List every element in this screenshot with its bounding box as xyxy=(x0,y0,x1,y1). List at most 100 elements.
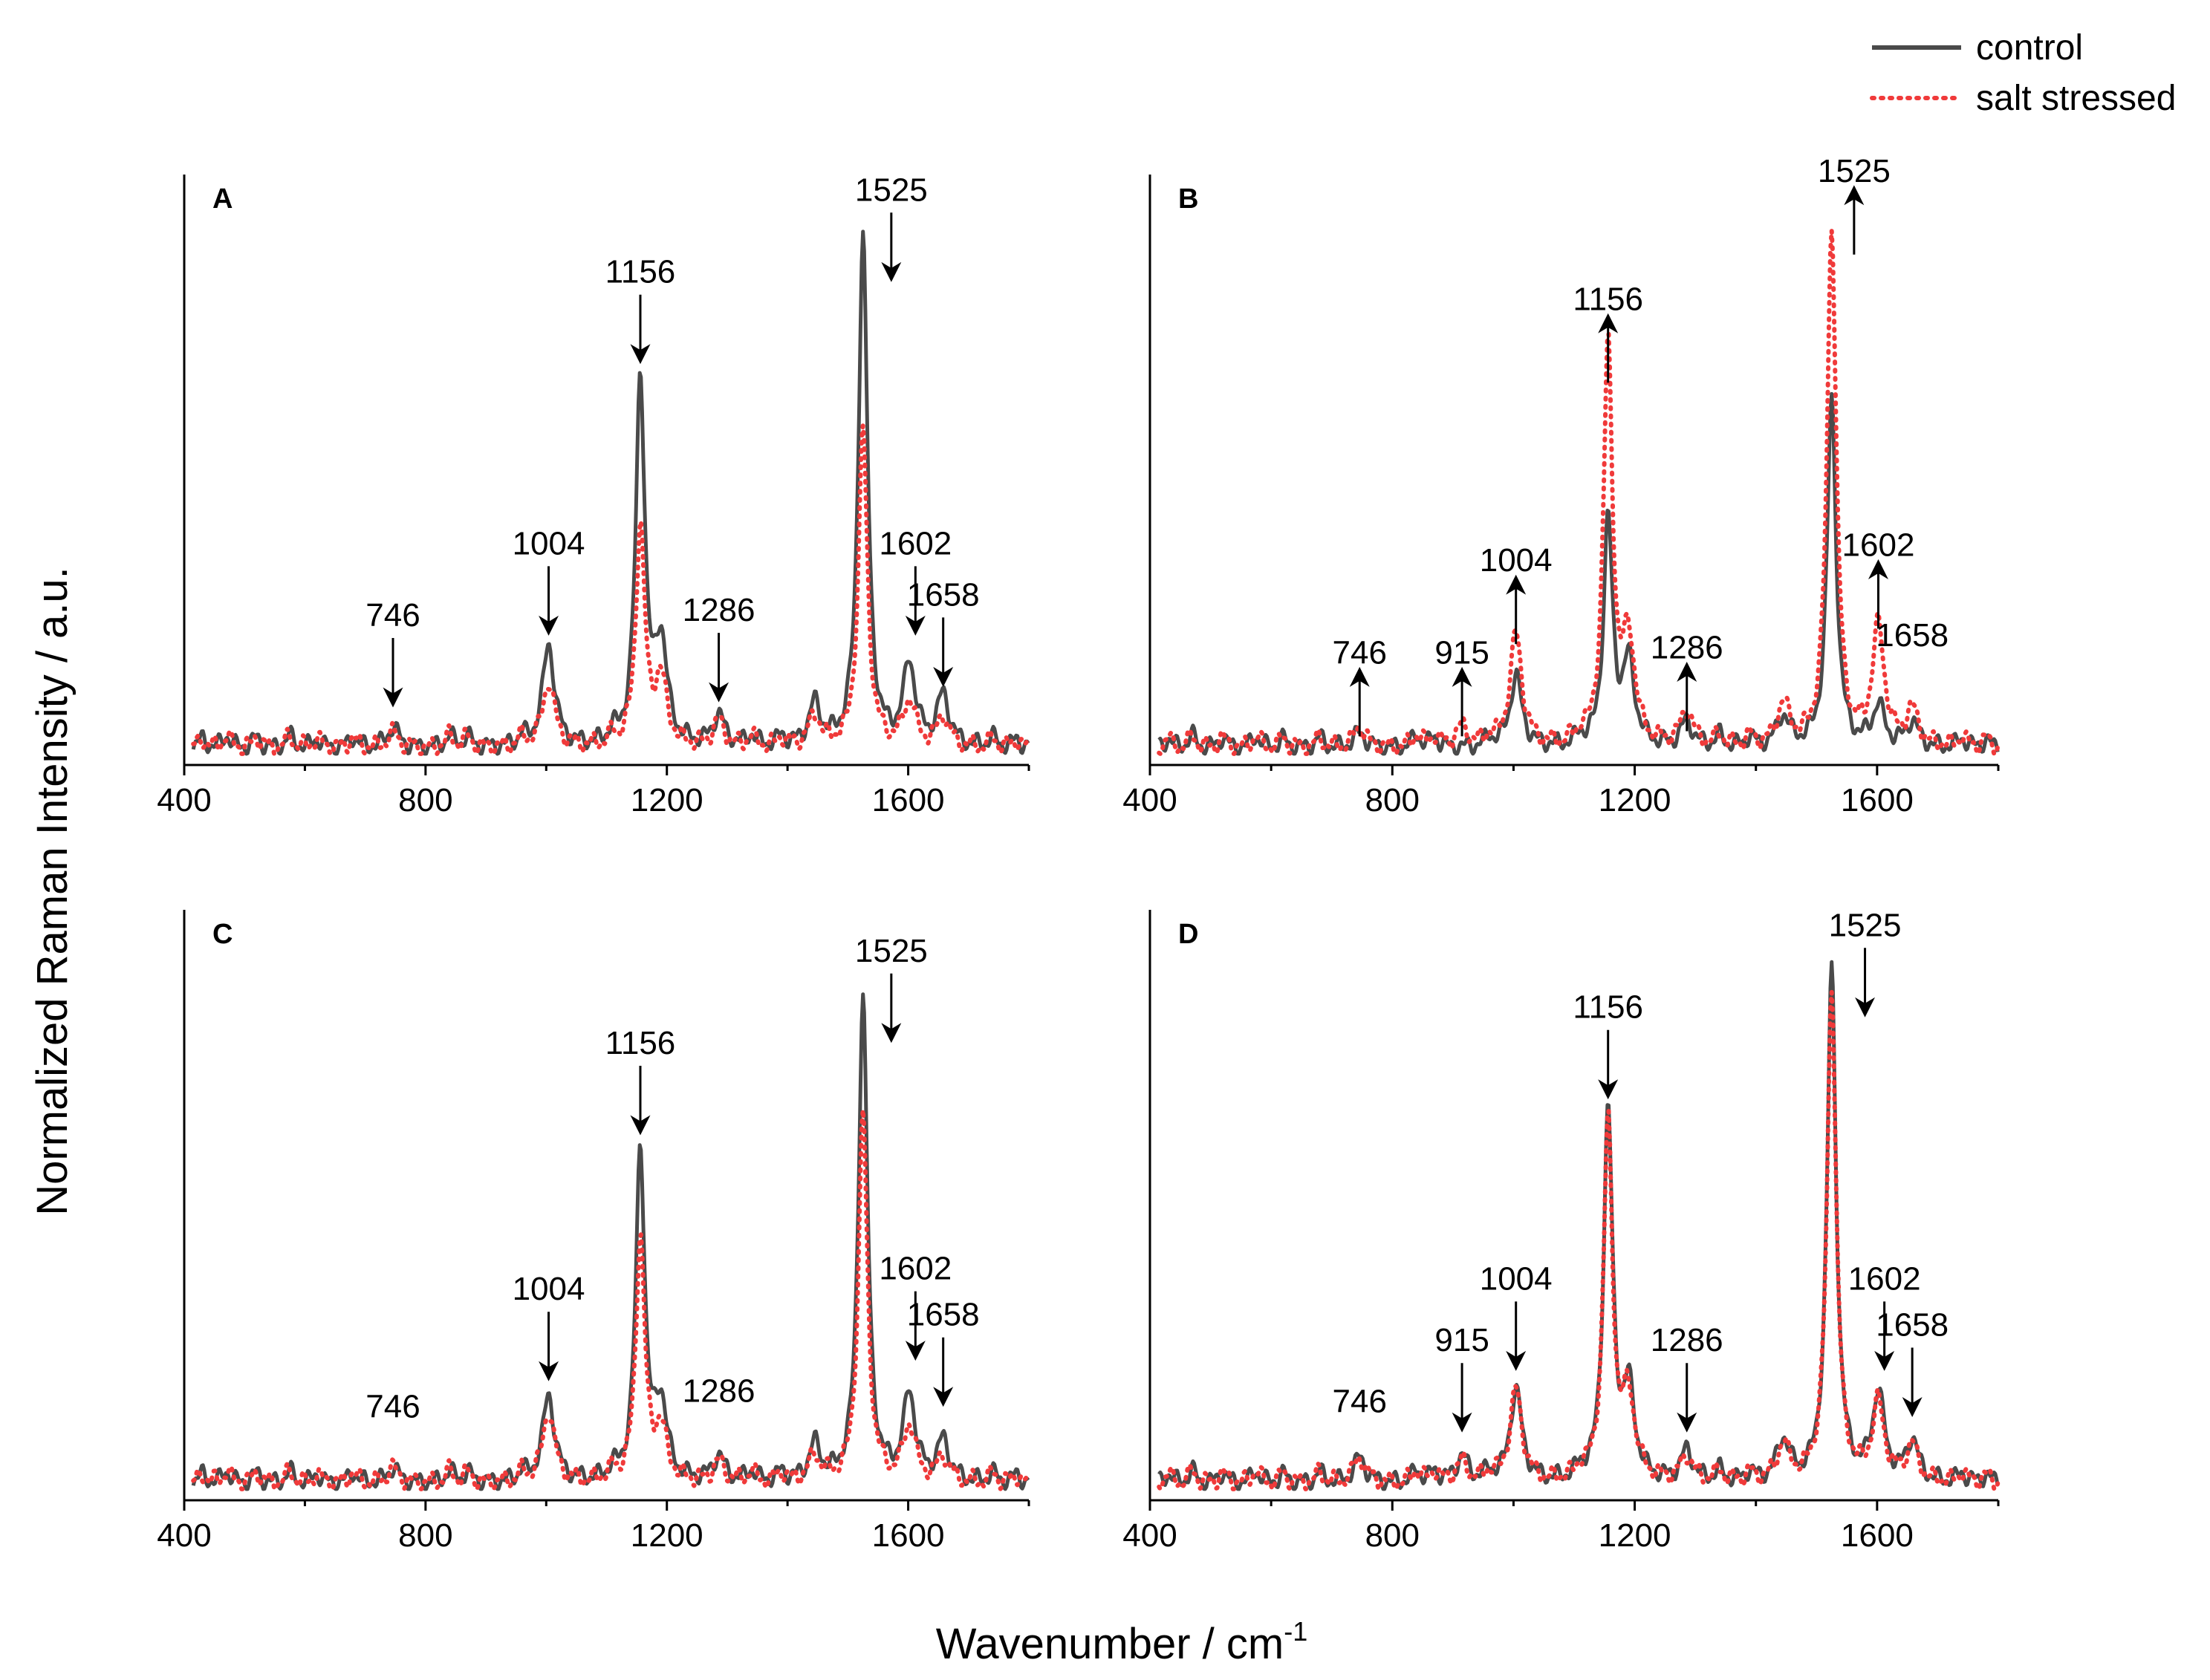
peak-annotation-1658: 1658 xyxy=(1876,1307,1949,1417)
x-tick-label: 400 xyxy=(157,1517,211,1554)
series-line-salt-stressed xyxy=(191,423,1031,756)
peak-annotation-1525: 1525 xyxy=(855,172,928,282)
peak-annotation-1286: 1286 xyxy=(683,592,755,703)
peak-label: 915 xyxy=(1434,634,1489,671)
peak-label: 1602 xyxy=(879,525,952,561)
panel-letter: A xyxy=(212,183,233,215)
peak-label: 1658 xyxy=(907,1297,980,1333)
peak-label: 1286 xyxy=(683,1373,755,1410)
panel-d: 400 800 1200 1600 D 746 915 1004 1156 1286 1525 160… xyxy=(1122,907,2001,1554)
peak-label: 1286 xyxy=(1651,630,1723,666)
peak-label: 1602 xyxy=(1842,527,1915,564)
x-axis-title-superscript: -1 xyxy=(1284,1616,1307,1647)
x-axis-title-main: Wavenumber / cm xyxy=(936,1620,1284,1668)
x-tick-label: 800 xyxy=(398,782,452,818)
peak-label: 1156 xyxy=(1573,281,1643,317)
x-tick-label: 1600 xyxy=(1841,1517,1914,1554)
peak-annotation-1525: 1525 xyxy=(1818,153,1891,255)
peak-annotation-746: 746 xyxy=(1333,1383,1387,1419)
series-line-salt-stressed xyxy=(191,1107,1031,1491)
peak-label: 1525 xyxy=(1829,907,1902,943)
peak-label: 746 xyxy=(365,597,420,634)
x-tick-label: 400 xyxy=(1122,1517,1177,1554)
series-line-control xyxy=(191,992,1030,1491)
peak-label: 1156 xyxy=(605,254,676,290)
x-tick-label: 1600 xyxy=(1841,782,1914,818)
panel-letter: D xyxy=(1178,919,1198,950)
legend-label-control: control xyxy=(1976,28,2083,68)
peak-annotation-1156: 1156 xyxy=(1573,989,1643,1100)
peak-label: 746 xyxy=(1333,634,1387,671)
peak-label: 746 xyxy=(365,1388,420,1425)
series-line-control xyxy=(1157,391,2000,756)
peak-label: 1658 xyxy=(1876,1307,1949,1344)
legend-label-salt-stressed: salt stressed xyxy=(1976,79,2176,118)
peak-label: 1004 xyxy=(1480,542,1553,579)
peak-annotation-1004: 1004 xyxy=(513,525,585,636)
x-tick-label: 800 xyxy=(1365,1517,1420,1554)
peak-annotation-1004: 1004 xyxy=(1480,542,1553,645)
peak-label: 1004 xyxy=(513,1271,585,1307)
peak-annotation-1004: 1004 xyxy=(513,1271,585,1381)
x-tick-label: 1600 xyxy=(872,782,945,818)
x-axis-title: Wavenumber / cm-1 xyxy=(936,1616,1307,1668)
x-tick-label: 800 xyxy=(1365,782,1420,818)
y-axis-title: Normalized Raman Intensity / a.u. xyxy=(28,567,77,1216)
x-tick-label: 800 xyxy=(398,1517,452,1554)
series-line-control xyxy=(1157,960,2000,1491)
peak-annotation-1525: 1525 xyxy=(1829,907,1902,1018)
peak-label: 1156 xyxy=(1573,989,1643,1026)
peak-annotation-1286: 1286 xyxy=(1651,1322,1723,1433)
peak-label: 1004 xyxy=(1480,1260,1553,1297)
peak-annotation-746: 746 xyxy=(365,597,420,708)
peak-annotation-1602: 1602 xyxy=(879,525,952,636)
peak-annotation-746: 746 xyxy=(365,1388,420,1425)
peak-label: 1004 xyxy=(513,525,585,561)
peak-annotation-1658: 1658 xyxy=(1876,617,1949,654)
peak-label: 1525 xyxy=(1818,153,1891,189)
x-tick-label: 400 xyxy=(157,782,211,818)
panel-c: 400 800 1200 1600 C 746 1004 1156 1286 1525 1602 16… xyxy=(157,910,1031,1554)
peak-annotation-1602: 1602 xyxy=(1842,527,1915,629)
peak-annotation-1156: 1156 xyxy=(605,1025,676,1136)
peak-annotation-1004: 1004 xyxy=(1480,1260,1553,1371)
peak-label: 746 xyxy=(1333,1383,1387,1419)
x-tick-label: 1200 xyxy=(1599,782,1671,818)
panel-letter: B xyxy=(1178,183,1198,215)
peak-annotation-1602: 1602 xyxy=(1848,1260,1921,1371)
peak-label: 1156 xyxy=(605,1025,676,1061)
peak-label: 1658 xyxy=(1876,617,1949,654)
peak-annotation-746: 746 xyxy=(1333,634,1387,737)
peak-annotation-915: 915 xyxy=(1434,634,1489,737)
panel-b: 400 800 1200 1600 B 746 915 1004 1156 1286 1525 160… xyxy=(1122,153,2001,818)
peak-annotation-1658: 1658 xyxy=(907,576,980,687)
peak-label: 1525 xyxy=(855,933,928,969)
x-tick-label: 400 xyxy=(1122,782,1177,818)
legend: control salt stressed xyxy=(1870,28,2176,118)
peak-annotation-1156: 1156 xyxy=(605,254,676,365)
peak-annotation-1658: 1658 xyxy=(907,1297,980,1407)
peak-label: 1602 xyxy=(1848,1260,1921,1297)
panel-a: 400 800 1200 1600 A 746 1004 1156 1286 1525 1602 16… xyxy=(157,172,1031,818)
x-tick-label: 1200 xyxy=(1599,1517,1671,1554)
peak-annotation-1286: 1286 xyxy=(1651,630,1723,732)
peak-label: 1286 xyxy=(683,592,755,628)
peak-label: 1525 xyxy=(855,172,928,208)
panel-letter: C xyxy=(212,919,233,950)
series-line-salt-stressed xyxy=(1157,989,2001,1491)
peak-annotation-1286: 1286 xyxy=(683,1373,755,1410)
peak-label: 1658 xyxy=(907,576,980,613)
peak-annotation-1156: 1156 xyxy=(1573,281,1643,383)
x-tick-label: 1200 xyxy=(631,782,703,818)
series-line-control xyxy=(191,229,1030,756)
peak-annotation-915: 915 xyxy=(1434,1322,1489,1433)
series-line-salt-stressed xyxy=(1157,228,2001,756)
x-tick-label: 1600 xyxy=(872,1517,945,1554)
peak-label: 1286 xyxy=(1651,1322,1723,1358)
peak-label: 1602 xyxy=(879,1251,952,1287)
peak-annotation-1602: 1602 xyxy=(879,1251,952,1361)
x-tick-label: 1200 xyxy=(631,1517,703,1554)
peak-annotation-1525: 1525 xyxy=(855,933,928,1044)
peak-label: 915 xyxy=(1434,1322,1489,1358)
